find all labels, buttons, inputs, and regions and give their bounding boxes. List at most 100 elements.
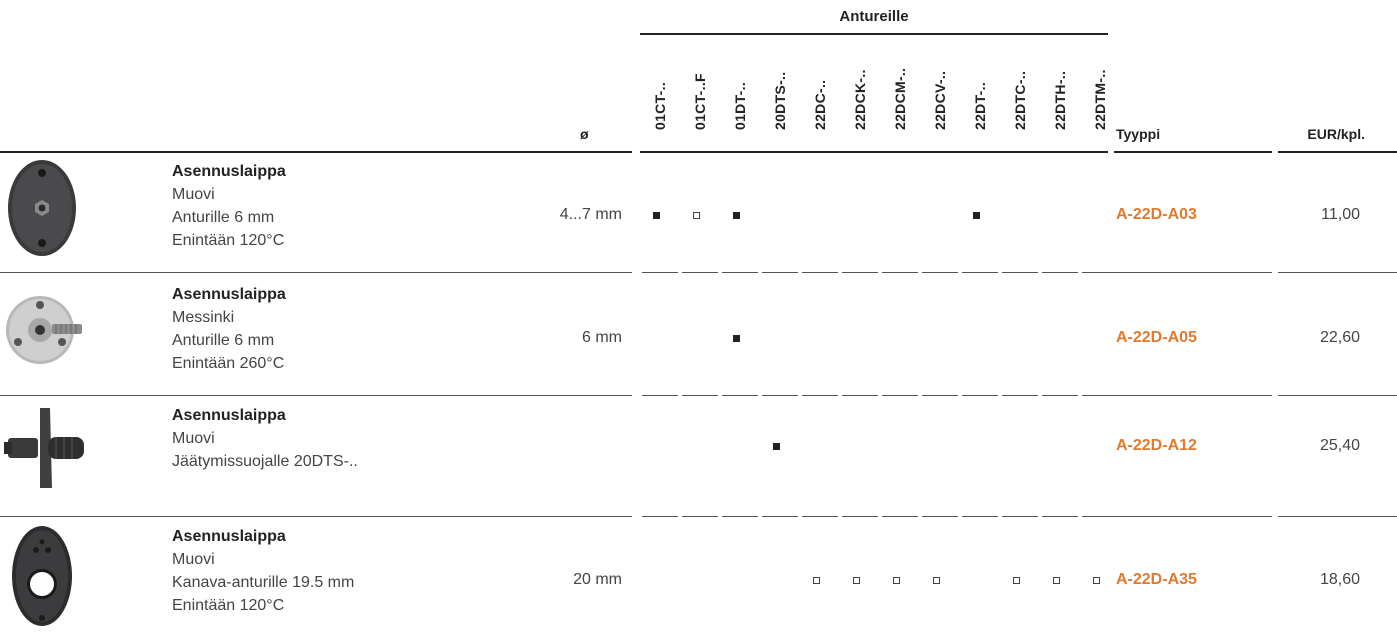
compatibility-mark-open [853, 577, 860, 584]
row-separator [722, 395, 758, 396]
row-separator [0, 516, 632, 517]
product-type-code[interactable]: A-22D-A03 [1116, 206, 1197, 223]
row-separator [922, 272, 958, 273]
product-description: Asennuslaippa Messinki Anturille 6 mm Enint… [172, 283, 286, 375]
product-price: 18,60 [1319, 571, 1360, 588]
row-separator [962, 272, 998, 273]
product-detail-line: Jäätymissuojalle 20DTS-.. [172, 453, 358, 470]
header-rule-sensors [640, 151, 1108, 153]
row-separator [1278, 516, 1397, 517]
product-diameter: 4...7 mm [559, 206, 622, 223]
row-separator [842, 395, 878, 396]
product-detail-line: Muovi [172, 186, 215, 203]
compatibility-mark-open [813, 577, 820, 584]
product-detail-line: Muovi [172, 551, 215, 568]
group-title: Antureille [839, 8, 909, 25]
product-image-brass-flange [0, 280, 86, 380]
product-price: 11,00 [1321, 206, 1360, 223]
product-title: Asennuslaippa [172, 286, 286, 303]
product-diameter: 6 mm [582, 329, 622, 346]
row-separator [682, 272, 718, 273]
sensor-column-header: 22DCK-.. [840, 36, 880, 146]
row-separator [682, 516, 718, 517]
row-separator [642, 516, 678, 517]
compatibility-mark-open [1013, 577, 1020, 584]
row-separator [882, 272, 918, 273]
product-detail-line: Enintään 260°C [172, 355, 285, 372]
product-detail-line: Anturille 6 mm [172, 209, 275, 226]
compatibility-mark-open [693, 212, 700, 219]
row-separator [1002, 395, 1038, 396]
row-separator [722, 272, 758, 273]
compatibility-mark-open [1093, 577, 1100, 584]
compatibility-mark-filled [733, 212, 740, 219]
row-separator [802, 395, 838, 396]
sensor-column-label: 22DTC-.. [1012, 70, 1028, 130]
product-detail-line: Muovi [172, 430, 215, 447]
sensor-column-label: 22DCK-.. [852, 69, 868, 130]
row-separator [1082, 272, 1118, 273]
compatibility-mark-open [893, 577, 900, 584]
row-separator [642, 272, 678, 273]
product-type-code[interactable]: A-22D-A35 [1116, 571, 1197, 588]
product-image-duct-flange [0, 522, 86, 630]
row-separator [1042, 272, 1078, 273]
sensor-column-header: 01CT-.. [640, 36, 680, 146]
product-type-code[interactable]: A-22D-A05 [1116, 329, 1197, 346]
row-separator [882, 395, 918, 396]
row-separator [762, 395, 798, 396]
product-description: Asennuslaippa Muovi Jäätymissuojalle 20DTS… [172, 404, 358, 473]
sensor-column-header: 22DC-.. [800, 36, 840, 146]
row-separator [962, 395, 998, 396]
row-separator [1114, 395, 1272, 396]
row-separator [1278, 272, 1397, 273]
row-separator [922, 395, 958, 396]
sensor-column-label: 22DT-.. [972, 81, 988, 130]
row-separator [762, 272, 798, 273]
sensor-column-label: 20DTS-.. [772, 71, 788, 130]
row-separator [1114, 272, 1272, 273]
row-separator [1114, 516, 1272, 517]
row-separator [682, 395, 718, 396]
row-separator [842, 516, 878, 517]
sensor-column-header: 22DTC-.. [1000, 36, 1040, 146]
type-header: Tyyppi [1116, 126, 1161, 142]
row-separator [1082, 516, 1118, 517]
row-separator [1042, 516, 1078, 517]
product-title: Asennuslaippa [172, 528, 286, 545]
product-detail-line: Kanava-anturille 19.5 mm [172, 574, 355, 591]
sensor-column-header: 22DCV-.. [920, 36, 960, 146]
product-detail-line: Enintään 120°C [172, 232, 285, 249]
compatibility-mark-filled [653, 212, 660, 219]
product-diameter: 20 mm [573, 571, 622, 588]
sensor-column-header: 01DT-.. [720, 36, 760, 146]
row-separator [962, 516, 998, 517]
row-separator [882, 516, 918, 517]
compatibility-mark-open [1053, 577, 1060, 584]
sensor-column-label: 22DTM-.. [1092, 69, 1108, 130]
product-type-code[interactable]: A-22D-A12 [1116, 437, 1197, 454]
row-separator [802, 272, 838, 273]
compatibility-mark-open [933, 577, 940, 584]
sensor-column-header: 22DT-.. [960, 36, 1000, 146]
row-separator [642, 395, 678, 396]
row-separator [1002, 272, 1038, 273]
compatibility-mark-filled [733, 335, 740, 342]
sensor-column-label: 22DCV-.. [932, 70, 948, 130]
sensor-column-label: 01DT-.. [732, 81, 748, 130]
sensor-column-label: 01CT-..F [692, 73, 708, 130]
row-separator [1278, 395, 1397, 396]
product-description: Asennuslaippa Muovi Anturille 6 mm Enintään… [172, 160, 286, 252]
sensor-column-label: 22DCM-.. [892, 67, 908, 130]
product-image-oval-flange [0, 157, 86, 259]
row-separator [722, 516, 758, 517]
row-separator [802, 516, 838, 517]
row-separator [1042, 395, 1078, 396]
product-description: Asennuslaippa Muovi Kanava-anturille 19.5 … [172, 525, 354, 617]
price-header: EUR/kpl. [1307, 126, 1365, 142]
sensor-column-label: 01CT-.. [652, 81, 668, 130]
row-separator [1002, 516, 1038, 517]
row-separator [1082, 395, 1118, 396]
sensor-column-header: 20DTS-.. [760, 36, 800, 146]
compatibility-mark-filled [973, 212, 980, 219]
